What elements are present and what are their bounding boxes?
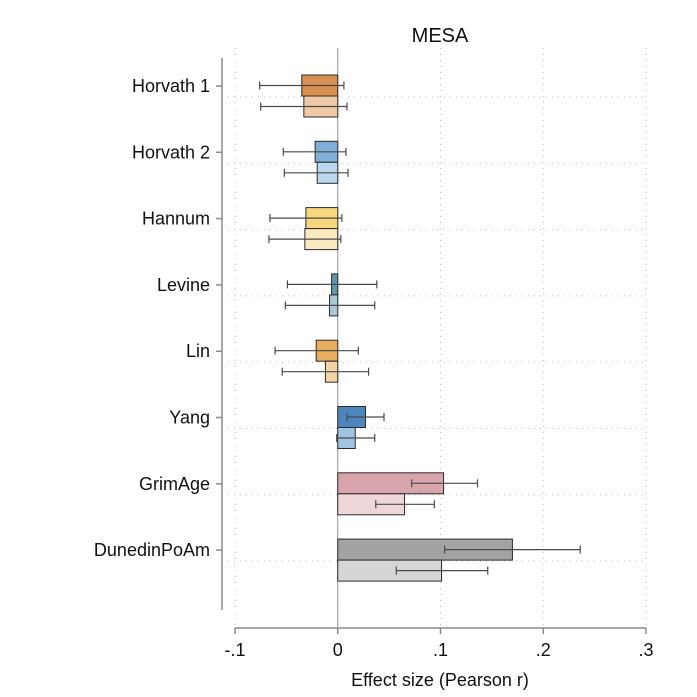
x-tick-label: .3 xyxy=(638,640,653,660)
y-tick-label: Horvath 1 xyxy=(132,76,210,96)
y-tick-label: Lin xyxy=(186,341,210,361)
x-tick-label: .1 xyxy=(433,640,448,660)
y-tick-label: Levine xyxy=(157,275,210,295)
y-tick-label: DunedinPoAm xyxy=(94,540,210,560)
y-tick-label: GrimAge xyxy=(139,474,210,494)
x-tick-label: 0 xyxy=(333,640,343,660)
y-tick-label: Yang xyxy=(169,408,210,428)
x-tick-label: -.1 xyxy=(224,640,245,660)
bars-layer xyxy=(259,74,581,582)
chart-title: MESA xyxy=(412,25,469,47)
y-tick-label: Hannum xyxy=(142,209,210,229)
y-tick-label: Horvath 2 xyxy=(132,142,210,162)
x-tick-label: .2 xyxy=(536,640,551,660)
ticks-layer: -.1 0 .1 .2 .3 Horvath 1 Horvath 2 Hannum Levine… xyxy=(94,76,654,660)
x-axis-label: Effect size (Pearson r) xyxy=(351,670,529,690)
